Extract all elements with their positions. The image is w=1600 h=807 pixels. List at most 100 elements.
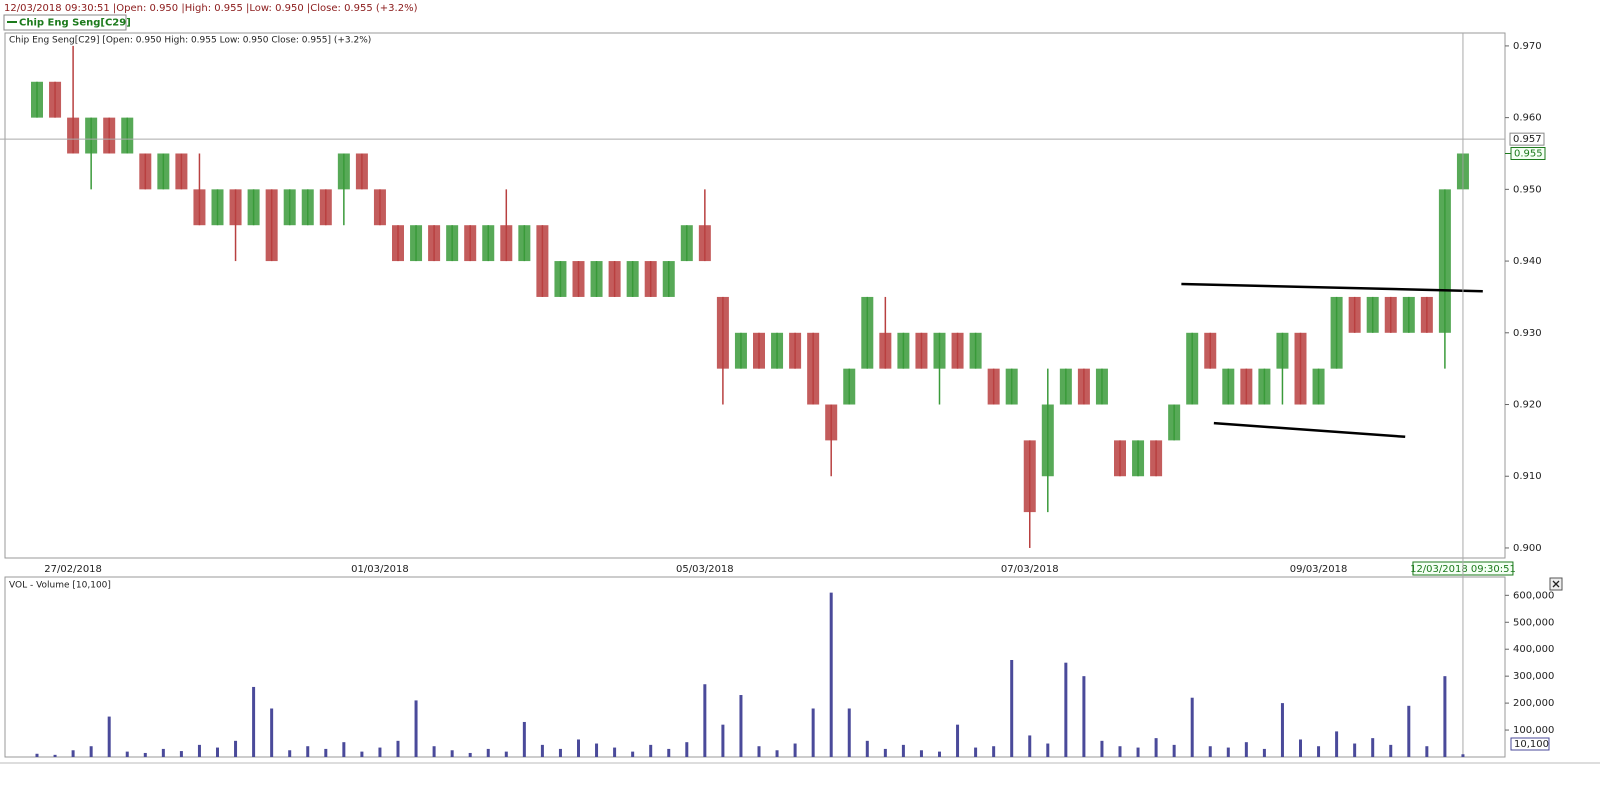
price-body (951, 332, 964, 369)
price-body (843, 368, 856, 405)
volume-bar (324, 748, 328, 757)
price-body (1095, 368, 1108, 405)
price-body (355, 153, 368, 190)
price-body (1402, 296, 1415, 333)
volume-bar (1208, 746, 1212, 757)
price-body (1041, 404, 1054, 477)
volume-bar (1443, 676, 1447, 757)
price-body (1114, 440, 1126, 477)
volume-bar (1280, 703, 1284, 757)
price-body (446, 225, 459, 262)
volume-bar (216, 747, 219, 757)
crosshair-label-box (1509, 132, 1545, 146)
last-price-box (1510, 146, 1546, 160)
price-body (49, 81, 62, 118)
volume-bar (179, 751, 183, 757)
price-body (572, 261, 585, 297)
price-body (1204, 332, 1217, 369)
volume-bar (631, 751, 635, 757)
price-body (897, 332, 910, 369)
price-body (229, 189, 242, 226)
volume-bar (252, 686, 256, 757)
volume-bar (829, 592, 833, 757)
price-body (518, 225, 531, 262)
volume-bar (847, 708, 851, 757)
volume-bar (1028, 735, 1032, 757)
close-icon (1552, 580, 1560, 588)
volume-bar (161, 748, 165, 757)
volume-bar (522, 721, 526, 757)
volume-title: VOL - Volume [10,100] (9, 581, 111, 591)
price-body (933, 332, 946, 369)
y-tick-label: 0.960 (1513, 113, 1542, 124)
price-body (987, 368, 1000, 405)
volume-bar (956, 724, 960, 757)
volume-bar (71, 750, 75, 757)
price-body (1222, 368, 1235, 405)
volume-bar (613, 747, 617, 757)
price-body (1168, 404, 1181, 441)
y-tick-label: 0.940 (1513, 256, 1542, 267)
volume-bar (1046, 743, 1050, 757)
price-body (175, 153, 188, 190)
volume-bar (1100, 740, 1104, 757)
price-body (590, 261, 603, 297)
volume-bar (595, 743, 599, 757)
volume-bar (1353, 743, 1357, 757)
volume-bar (577, 739, 580, 757)
volume-bar (1461, 754, 1465, 757)
volume-bar (883, 748, 887, 757)
y-tick-label: 0.900 (1513, 543, 1542, 554)
legend-label[interactable]: Chip Eng Seng[C29] (19, 18, 131, 29)
y-tick-label: 0.920 (1513, 400, 1542, 411)
volume-bar (396, 740, 400, 757)
price-body (1294, 332, 1307, 405)
volume-bar (811, 708, 815, 757)
volume-bar (35, 753, 39, 757)
volume-bar (1154, 738, 1158, 757)
price-body (734, 332, 747, 369)
price-body (680, 225, 693, 262)
price-body (31, 81, 43, 118)
volume-bar (270, 708, 274, 757)
price-body (807, 332, 820, 405)
volume-bar (1010, 659, 1014, 757)
price-body (1023, 440, 1036, 513)
volume-bar (865, 740, 869, 757)
price-body (1330, 296, 1343, 369)
price-body (103, 117, 116, 154)
y-tick-label: 0.950 (1513, 184, 1542, 195)
price-body (1005, 368, 1018, 405)
volume-bar (649, 744, 653, 757)
volume-bar (1407, 705, 1411, 757)
price-body (337, 153, 350, 190)
y-tick-label: 300,000 (1513, 671, 1554, 682)
price-body (1240, 368, 1253, 405)
price-body (716, 296, 729, 369)
price-body (644, 261, 657, 297)
volume-bar (125, 751, 129, 757)
price-body (319, 189, 332, 226)
volume-bar (288, 750, 292, 757)
price-body (265, 189, 278, 262)
price-body (247, 189, 260, 226)
price-body (969, 332, 982, 369)
x-tick-label: 07/03/2018 (1001, 564, 1059, 575)
price-body (1258, 368, 1271, 405)
volume-bar (757, 746, 761, 757)
volume-bar (234, 740, 238, 757)
price-body (428, 225, 441, 262)
volume-bar (432, 746, 436, 757)
volume-label-box (1510, 737, 1550, 751)
volume-bar (1226, 747, 1230, 757)
volume-bar (775, 750, 779, 757)
price-body (121, 117, 134, 154)
price-body (500, 225, 513, 262)
last-price-label: 0.955 (1514, 148, 1543, 159)
price-body (753, 332, 765, 369)
price-subtitle: Chip Eng Seng[C29] [Open: 0.950 High: 0.… (9, 36, 371, 46)
price-body (879, 332, 892, 369)
price-body (1059, 368, 1072, 405)
